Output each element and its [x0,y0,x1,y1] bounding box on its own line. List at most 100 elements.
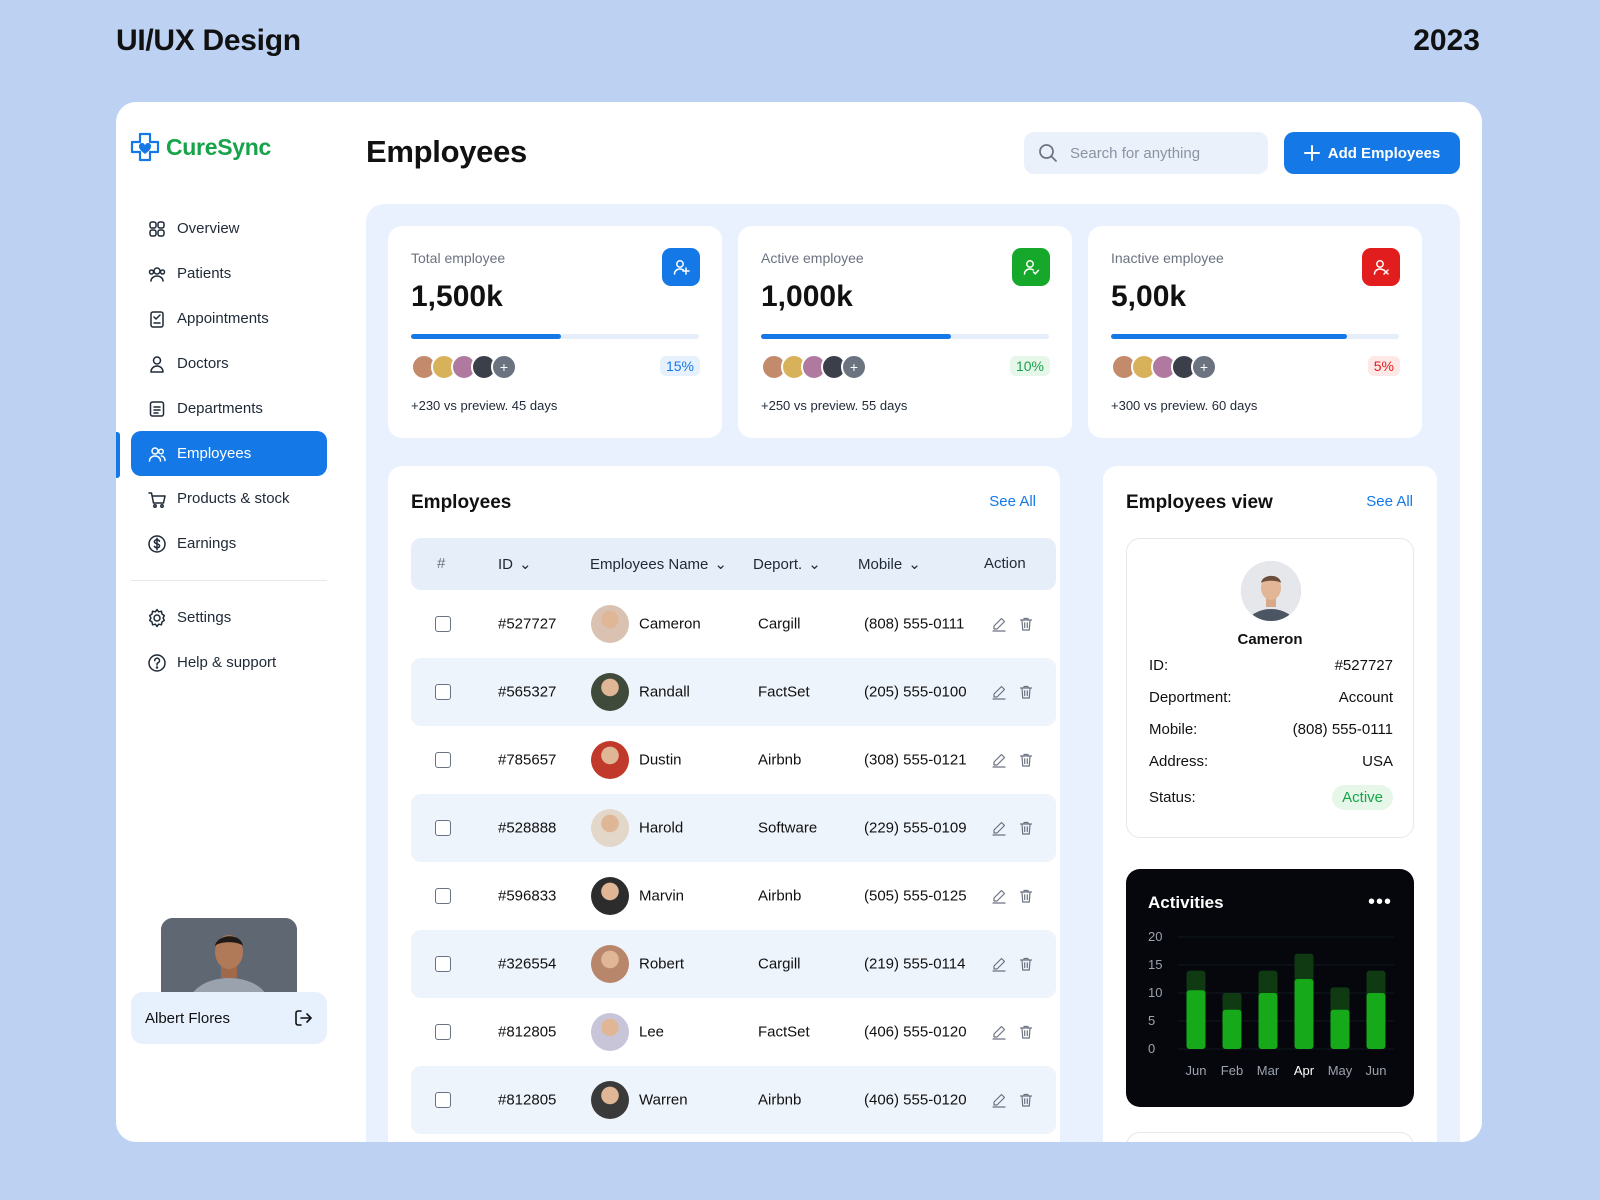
profile-field: Mobile: (808) 555-0111 [1149,721,1393,738]
edit-icon[interactable] [991,888,1007,904]
table-row[interactable]: #527727 Cameron Cargill (808) 555-0111 [411,590,1056,658]
col-name[interactable]: Employees Name ⌄ [590,555,727,574]
table-row[interactable]: #326554 Robert Cargill (219) 555-0114 [411,930,1056,998]
row-name: Robert [639,955,685,973]
edit-icon[interactable] [991,1092,1007,1108]
row-checkbox[interactable] [435,616,451,632]
bar[interactable] [1366,993,1386,1049]
more-avatars-icon[interactable]: + [1191,354,1217,380]
table-row[interactable]: #812805 Lee FactSet (406) 555-0120 [411,998,1056,1066]
stat-note: +250 vs preview. 55 days [761,398,908,413]
y-tick-label: 20 [1148,929,1162,944]
trash-icon[interactable] [1018,888,1034,904]
user-name: Albert Flores [145,1009,231,1027]
bar[interactable] [1294,979,1314,1049]
user-avatar [161,918,297,998]
sidebar-item-settings[interactable]: Settings [131,595,327,640]
stat-label: Total employee [411,250,506,266]
row-checkbox[interactable] [435,752,451,768]
bar[interactable] [1222,1009,1242,1049]
sidebar-item-appointments[interactable]: Appointments [131,296,327,341]
row-avatar [591,1013,629,1051]
edit-icon[interactable] [991,616,1007,632]
edit-icon[interactable] [991,1024,1007,1040]
table-row[interactable]: #596833 Marvin Airbnb (505) 555-0125 [411,862,1056,930]
trash-icon[interactable] [1018,1024,1034,1040]
employee-view-see-all-link[interactable]: See All [1366,493,1413,510]
sidebar-item-help-support[interactable]: Help & support [131,640,327,685]
stat-card-total: Total employee 1,500k + 15% +230 vs prev… [388,226,722,438]
more-options-icon[interactable]: ••• [1367,891,1392,913]
sidebar-item-label: Departments [177,400,263,417]
y-tick-label: 5 [1148,1013,1155,1028]
sidebar-item-products-stock[interactable]: Products & stock [131,476,327,521]
search-input[interactable] [1070,144,1250,162]
table-row[interactable]: #528888 Harold Software (229) 555-0109 [411,794,1056,862]
sidebar-item-label: Employees [177,445,252,462]
row-id: #596833 [498,887,557,905]
stat-value: 5,00k [1111,280,1187,313]
x-tick-label: May [1328,1063,1353,1078]
status-badge: Active [1332,785,1393,810]
trash-icon[interactable] [1018,1092,1034,1108]
row-checkbox[interactable] [435,1092,451,1108]
row-checkbox[interactable] [435,888,451,904]
user-card[interactable]: Albert Flores [131,992,327,1044]
x-tick-label: Feb [1221,1063,1243,1078]
add-employees-button[interactable]: Add Employees [1284,132,1460,174]
sidebar-item-earnings[interactable]: Earnings [131,521,327,566]
row-department: Airbnb [758,751,802,769]
bar[interactable] [1186,990,1206,1049]
col-index: # [437,555,446,572]
bar[interactable] [1330,1009,1350,1049]
brand-logo[interactable]: CureSync [130,132,271,162]
edit-icon[interactable] [991,956,1007,972]
trash-icon[interactable] [1018,752,1034,768]
search-box[interactable] [1024,132,1268,174]
brand-cross-icon [130,132,160,162]
table-row[interactable]: #565327 Randall FactSet (205) 555-0100 [411,658,1056,726]
logout-icon[interactable] [293,1008,313,1028]
sidebar-item-doctors[interactable]: Doctors [131,341,327,386]
trash-icon[interactable] [1018,616,1034,632]
table-row[interactable]: #785657 Dustin Airbnb (308) 555-0121 [411,726,1056,794]
row-avatar [591,877,629,915]
sidebar-item-patients[interactable]: Patients [131,251,327,296]
row-avatar [591,809,629,847]
row-checkbox[interactable] [435,956,451,972]
col-id[interactable]: ID ⌄ [498,555,532,574]
activities-card: Activities ••• 0 5 10 15 20 Jun Feb Mar Apr May Ju… [1126,869,1414,1107]
row-checkbox[interactable] [435,684,451,700]
row-checkbox[interactable] [435,820,451,836]
stat-percent-badge: 10% [1009,356,1050,376]
table-row[interactable]: #812805 Warren Airbnb (406) 555-0120 [411,1066,1056,1134]
edit-icon[interactable] [991,820,1007,836]
row-mobile: (219) 555-0114 [864,955,966,973]
sidebar-item-label: Overview [177,220,240,237]
more-avatars-icon[interactable]: + [841,354,867,380]
trash-icon[interactable] [1018,684,1034,700]
edit-icon[interactable] [991,752,1007,768]
sidebar-item-employees[interactable]: Employees [131,431,327,476]
employee-profile: Cameron ID: #527727 Deportment: Account … [1126,538,1414,838]
more-avatars-icon[interactable]: + [491,354,517,380]
y-tick-label: 0 [1148,1041,1155,1056]
row-id: #528888 [498,819,557,837]
row-department: Airbnb [758,887,802,905]
trash-icon[interactable] [1018,956,1034,972]
table-body: #527727 Cameron Cargill (808) 555-0111 #… [411,590,1056,1134]
employees-see-all-link[interactable]: See All [989,493,1036,510]
edit-icon[interactable] [991,684,1007,700]
sidebar-item-departments[interactable]: Departments [131,386,327,431]
col-department[interactable]: Deport. ⌄ [753,555,821,574]
table-header: # ID ⌄ Employees Name ⌄ Deport. ⌄ Mobile ⌄ A… [411,538,1056,590]
activities-title: Activities [1148,893,1224,912]
bar[interactable] [1258,993,1278,1049]
col-mobile[interactable]: Mobile ⌄ [858,555,921,574]
sidebar-item-overview[interactable]: Overview [131,206,327,251]
clipboard-icon [150,310,164,328]
stat-card-inactive: Inactive employee 5,00k + 5% +300 vs pre… [1088,226,1422,438]
sidebar-item-label: Patients [177,265,232,282]
trash-icon[interactable] [1018,820,1034,836]
row-checkbox[interactable] [435,1024,451,1040]
